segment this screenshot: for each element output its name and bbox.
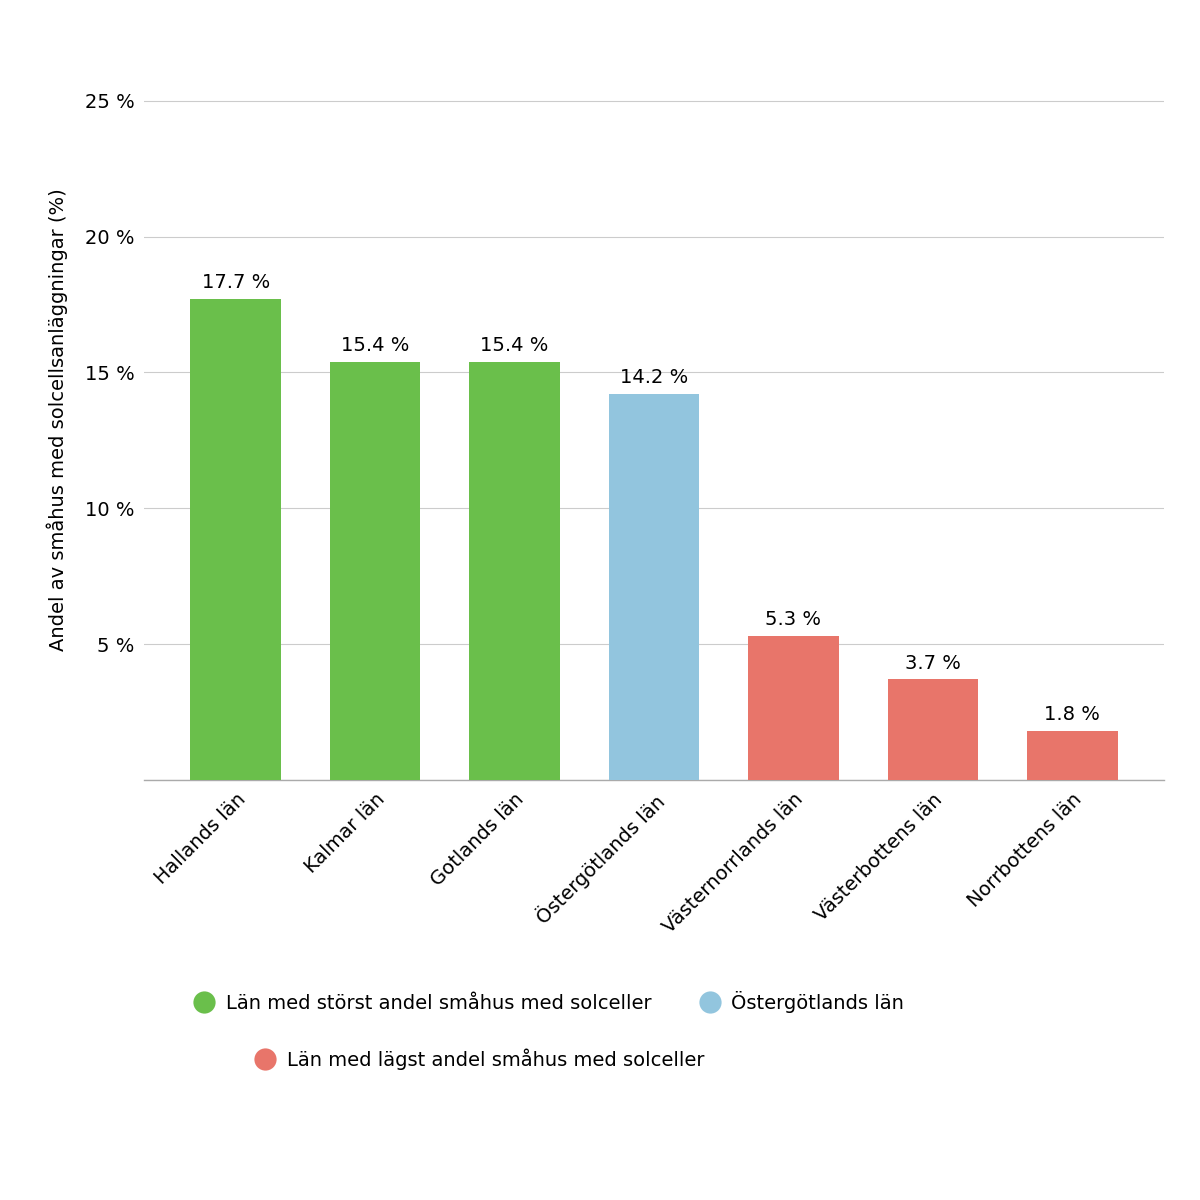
Text: 15.4 %: 15.4 % [341,336,409,355]
Bar [330,361,420,780]
Text: 1.8 %: 1.8 % [1044,706,1100,725]
Bar [469,361,560,780]
Y-axis label: Andel av småhus med solcellsanläggningar (%): Andel av småhus med solcellsanläggningar… [47,188,68,652]
Bar [608,394,700,780]
Text: 5.3 %: 5.3 % [766,611,822,629]
Bar [888,679,978,780]
Text: 15.4 %: 15.4 % [480,336,548,355]
Text: 3.7 %: 3.7 % [905,654,961,673]
Text: 14.2 %: 14.2 % [620,368,688,388]
Bar [1027,731,1117,780]
Bar [748,636,839,780]
Bar [191,299,281,780]
Legend: Län med lägst andel småhus med solceller: Län med lägst andel småhus med solceller [256,1049,704,1070]
Text: 17.7 %: 17.7 % [202,274,270,293]
